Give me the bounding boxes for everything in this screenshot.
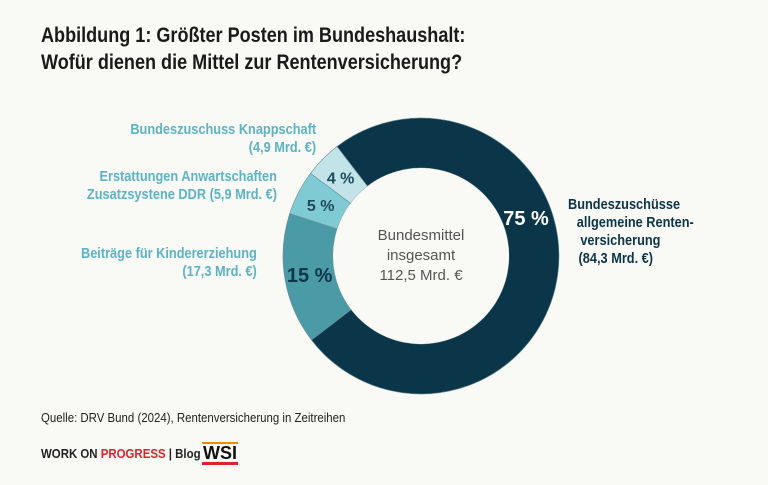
- wsi-logo: WSI: [202, 442, 238, 465]
- percent-label: 4 %: [327, 171, 355, 188]
- label-kindererziehung: Beiträge für Kindererziehung (17,3 Mrd. €…: [81, 246, 257, 280]
- center-label: insgesamt: [387, 247, 456, 264]
- title-line-1: Abbildung 1: Größter Posten im Bundeshau…: [41, 24, 466, 47]
- label-bundeszuschuesse: Bundeszuschüsse allgemeine Renten- versi…: [568, 197, 694, 267]
- source-note: Quelle: DRV Bund (2024), Rentenversicher…: [41, 410, 346, 425]
- center-label: Bundesmittel: [378, 227, 465, 244]
- label-ddr: Erstattungen Anwartschaften Zusatzsystene…: [86, 169, 277, 203]
- label-knappschaft: Bundeszuschuss Knappschaft (4,9 Mrd. €): [130, 122, 316, 156]
- brand-line: WORK ON PROGRESS | Blog: [41, 446, 201, 461]
- donut-hole: [333, 168, 509, 344]
- percent-label: 15 %: [287, 265, 333, 287]
- center-label: 112,5 Mrd. €: [379, 267, 463, 284]
- percent-label: 75 %: [503, 208, 549, 230]
- chart-title: Abbildung 1: Größter Posten im Bundeshau…: [41, 22, 465, 76]
- title-line-2: Wofür dienen die Mittel zur Rentenversic…: [41, 51, 463, 74]
- percent-label: 5 %: [307, 198, 335, 215]
